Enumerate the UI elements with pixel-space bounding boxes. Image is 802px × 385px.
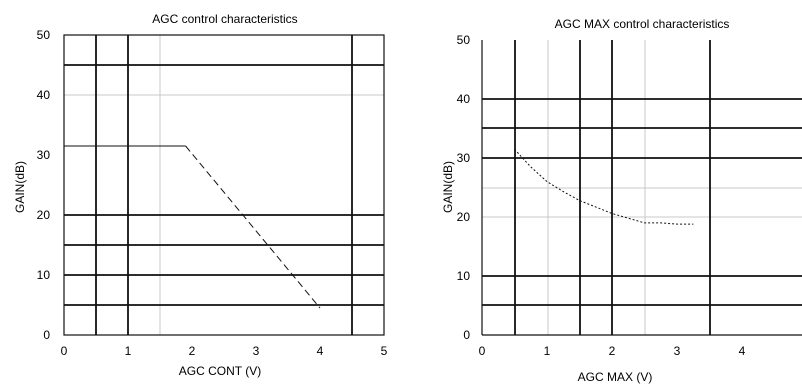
plot-frame bbox=[63, 34, 385, 336]
y-tick-label: 10 bbox=[457, 269, 471, 283]
y-tick-label: 30 bbox=[37, 148, 51, 162]
x-tick-label: 3 bbox=[253, 344, 260, 358]
y-tick-label: 50 bbox=[37, 28, 51, 42]
x-tick-label: 2 bbox=[189, 344, 196, 358]
x-tick-label: 0 bbox=[479, 344, 486, 358]
data-series bbox=[514, 148, 694, 225]
major-grid bbox=[64, 35, 384, 335]
x-tick-labels: 0 1 2 3 4 bbox=[479, 344, 746, 358]
chart-title: AGC control characteristics bbox=[152, 12, 297, 26]
y-axis-label: GAIN(dB) bbox=[441, 161, 455, 213]
x-tick-label: 1 bbox=[125, 344, 132, 358]
x-tick-label: 5 bbox=[381, 344, 388, 358]
minor-grid bbox=[64, 35, 384, 335]
y-tick-label: 20 bbox=[457, 210, 471, 224]
agc-control-chart: AGC control characteristics 0 1 2 3 4 5 0 10 20… bbox=[13, 12, 388, 378]
x-axis-label: AGC CONT (V) bbox=[179, 364, 261, 378]
x-tick-label: 4 bbox=[739, 344, 746, 358]
y-tick-label: 50 bbox=[457, 33, 471, 47]
chart-title: AGC MAX control characteristics bbox=[555, 17, 730, 31]
data-series bbox=[64, 145, 321, 309]
y-tick-label: 0 bbox=[463, 328, 470, 342]
y-tick-labels: 0 10 20 30 40 50 bbox=[37, 28, 51, 342]
y-tick-label: 30 bbox=[457, 151, 471, 165]
y-tick-label: 40 bbox=[457, 92, 471, 106]
y-tick-label: 0 bbox=[43, 328, 50, 342]
x-tick-label: 0 bbox=[61, 344, 68, 358]
series-line-dashed bbox=[185, 145, 321, 309]
series-line bbox=[514, 148, 694, 225]
major-grid bbox=[482, 40, 802, 335]
x-axis-label: AGC MAX (V) bbox=[578, 370, 653, 384]
x-tick-label: 4 bbox=[317, 344, 324, 358]
minor-grid bbox=[482, 40, 802, 335]
y-tick-label: 40 bbox=[37, 88, 51, 102]
y-tick-label: 20 bbox=[37, 208, 51, 222]
x-tick-label: 3 bbox=[674, 344, 681, 358]
agc-max-control-chart: AGC MAX control characteristics 0 1 2 3 4 0 1… bbox=[441, 17, 802, 384]
x-tick-label: 1 bbox=[544, 344, 551, 358]
y-tick-label: 10 bbox=[37, 268, 51, 282]
x-tick-label: 2 bbox=[609, 344, 616, 358]
x-tick-labels: 0 1 2 3 4 5 bbox=[61, 344, 388, 358]
y-tick-labels: 0 10 20 30 40 50 bbox=[457, 33, 471, 342]
y-axis-label: GAIN(dB) bbox=[13, 161, 27, 213]
